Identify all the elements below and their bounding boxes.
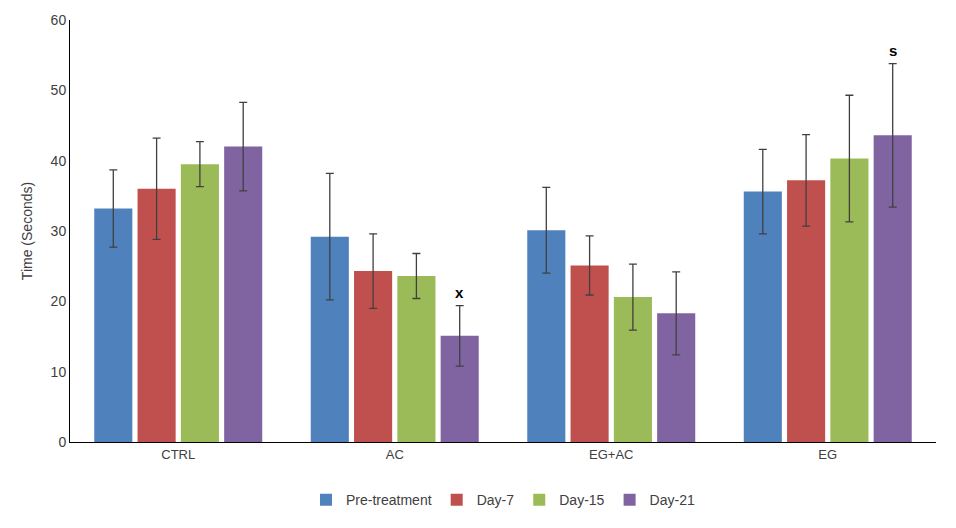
svg-text:40: 40 (51, 153, 67, 169)
svg-text:Time (Seconds): Time (Seconds) (19, 182, 35, 280)
svg-text:CTRL: CTRL (161, 447, 195, 462)
svg-text:50: 50 (51, 82, 67, 98)
svg-text:Day-7: Day-7 (477, 492, 515, 508)
svg-text:EG+AC: EG+AC (589, 447, 633, 462)
svg-text:30: 30 (51, 223, 67, 239)
svg-text:20: 20 (51, 293, 67, 309)
svg-text:10: 10 (51, 364, 67, 380)
svg-text:AC: AC (386, 447, 404, 462)
svg-text:0: 0 (58, 434, 66, 450)
svg-text:EG: EG (818, 447, 837, 462)
svg-text:60: 60 (51, 12, 67, 28)
svg-text:Pre-treatment: Pre-treatment (346, 492, 432, 508)
svg-text:Day-21: Day-21 (650, 492, 695, 508)
svg-text:x: x (455, 284, 464, 301)
svg-text:Day-15: Day-15 (559, 492, 604, 508)
svg-text:s: s (889, 42, 897, 59)
